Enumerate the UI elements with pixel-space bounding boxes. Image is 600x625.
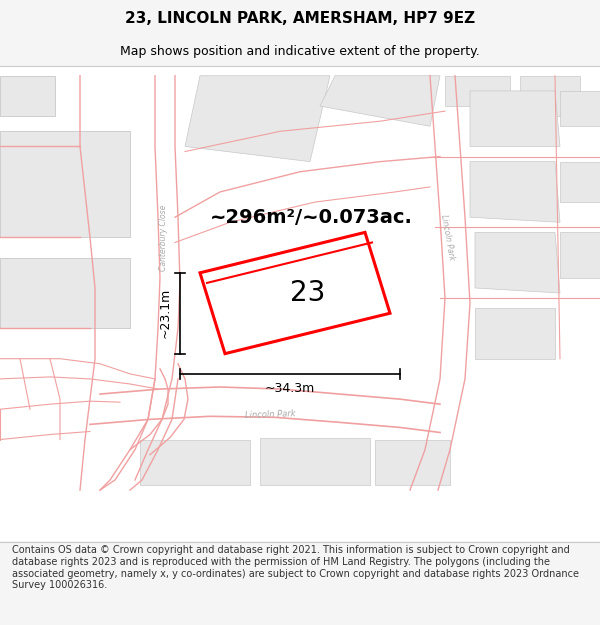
Polygon shape (560, 162, 600, 202)
Polygon shape (0, 131, 130, 238)
Polygon shape (200, 232, 390, 354)
Text: ~23.1m: ~23.1m (159, 288, 172, 338)
Text: ~34.3m: ~34.3m (265, 382, 315, 395)
Polygon shape (560, 232, 600, 278)
Polygon shape (260, 438, 370, 485)
Polygon shape (375, 439, 450, 485)
Text: Lincoln Park: Lincoln Park (244, 409, 296, 419)
Polygon shape (445, 76, 510, 106)
Polygon shape (470, 91, 560, 146)
Text: ~296m²/~0.073ac.: ~296m²/~0.073ac. (210, 208, 413, 227)
Polygon shape (470, 162, 560, 222)
Polygon shape (320, 76, 440, 126)
Polygon shape (475, 308, 555, 359)
Polygon shape (560, 91, 600, 126)
Text: Contains OS data © Crown copyright and database right 2021. This information is : Contains OS data © Crown copyright and d… (12, 545, 579, 590)
Text: 23, LINCOLN PARK, AMERSHAM, HP7 9EZ: 23, LINCOLN PARK, AMERSHAM, HP7 9EZ (125, 11, 475, 26)
Text: Map shows position and indicative extent of the property.: Map shows position and indicative extent… (120, 45, 480, 58)
Polygon shape (520, 76, 580, 116)
Polygon shape (140, 439, 250, 485)
Polygon shape (185, 76, 330, 162)
Text: Lincoln Park: Lincoln Park (439, 214, 455, 261)
Text: Canterbury Close: Canterbury Close (158, 204, 167, 271)
Text: 23: 23 (290, 279, 326, 307)
Polygon shape (475, 232, 560, 293)
Polygon shape (0, 76, 55, 116)
Polygon shape (0, 258, 130, 328)
